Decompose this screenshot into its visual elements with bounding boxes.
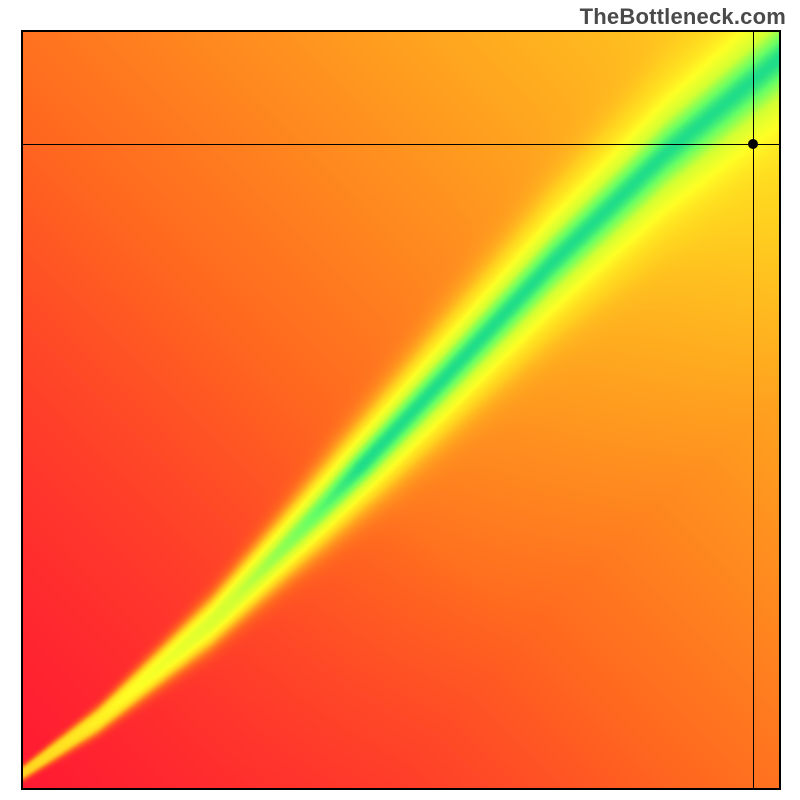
heatmap-canvas xyxy=(23,32,779,788)
bottleneck-heatmap xyxy=(21,30,781,790)
attribution-text: TheBottleneck.com xyxy=(580,4,786,30)
